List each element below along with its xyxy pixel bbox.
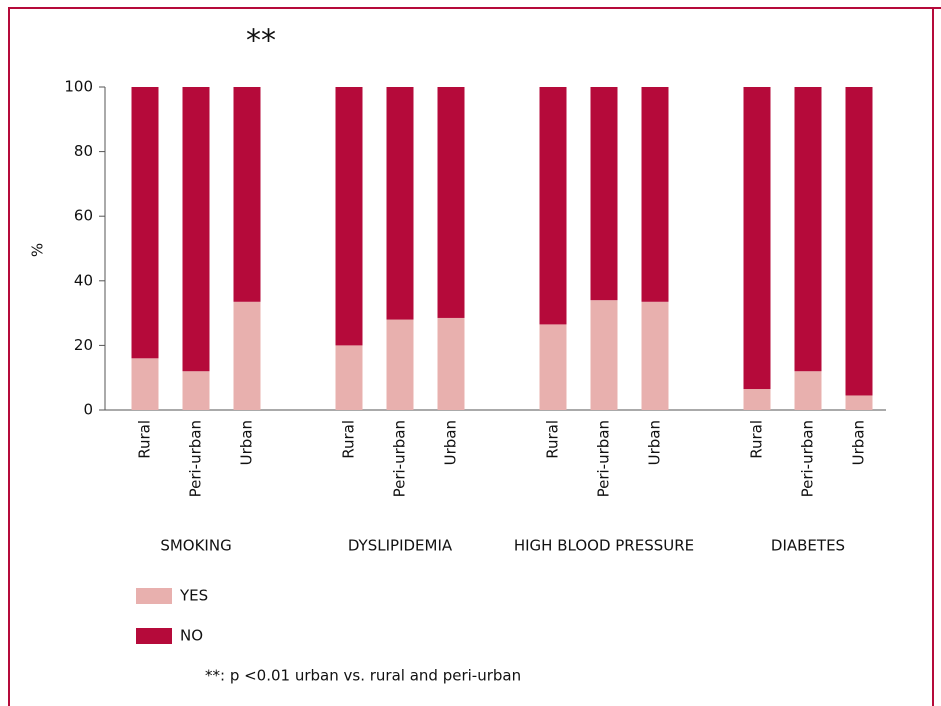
group-label: SMOKING [160, 537, 231, 555]
bar-segment [590, 87, 618, 301]
bar-segment [182, 87, 210, 372]
bar-segment [233, 87, 261, 302]
annotation: ** [246, 24, 276, 59]
bar-segment [641, 87, 669, 302]
x-tick-label: Rural [748, 420, 766, 459]
y-tick-label: 20 [74, 336, 93, 354]
x-tick-label: Rural [544, 420, 562, 459]
bar-segment [131, 87, 159, 359]
x-tick-label: Rural [340, 420, 358, 459]
bar-segment [539, 87, 567, 325]
group-label: DYSLIPIDEMIA [348, 537, 453, 555]
bar-segment [437, 87, 465, 318]
footnote: **: p <0.01 urban vs. rural and peri-urb… [205, 667, 521, 685]
x-tick-label: Urban [238, 420, 256, 465]
x-tick-label: Peri-urban [187, 420, 205, 497]
bar-segment [743, 87, 771, 390]
legend-label: YES [179, 587, 208, 605]
y-tick-label: 60 [74, 207, 93, 225]
bar-segment [641, 301, 669, 410]
y-tick-label: 0 [83, 401, 93, 419]
legend-swatch [136, 588, 172, 604]
group-label: HIGH BLOOD PRESSURE [514, 537, 694, 555]
bar-segment [386, 87, 414, 320]
bar-segment [386, 319, 414, 410]
bar-segment [335, 87, 363, 346]
bar-segment [845, 87, 873, 396]
x-tick-label: Rural [136, 420, 154, 459]
bar-segment [539, 324, 567, 410]
x-tick-label: Peri-urban [595, 420, 613, 497]
bar-segment [845, 395, 873, 410]
bar-segment [590, 300, 618, 410]
legend-swatch [136, 628, 172, 644]
bar-segment [794, 371, 822, 410]
bar-segment [335, 345, 363, 410]
x-tick-label: Urban [442, 420, 460, 465]
bar-segment [437, 317, 465, 410]
y-tick-label: 40 [74, 271, 93, 289]
y-axis-label: % [29, 243, 47, 257]
bar-segment [794, 87, 822, 372]
bar-segment [233, 301, 261, 410]
legend-label: NO [180, 627, 203, 645]
bar-segment [182, 371, 210, 410]
y-tick-label: 100 [64, 78, 93, 96]
bar-segment [131, 358, 159, 410]
x-tick-label: Peri-urban [799, 420, 817, 497]
group-label: DIABETES [771, 537, 845, 555]
y-tick-label: 80 [74, 142, 93, 160]
x-tick-label: Urban [850, 420, 868, 465]
x-tick-label: Urban [646, 420, 664, 465]
bar-segment [743, 389, 771, 410]
x-tick-label: Peri-urban [391, 420, 409, 497]
